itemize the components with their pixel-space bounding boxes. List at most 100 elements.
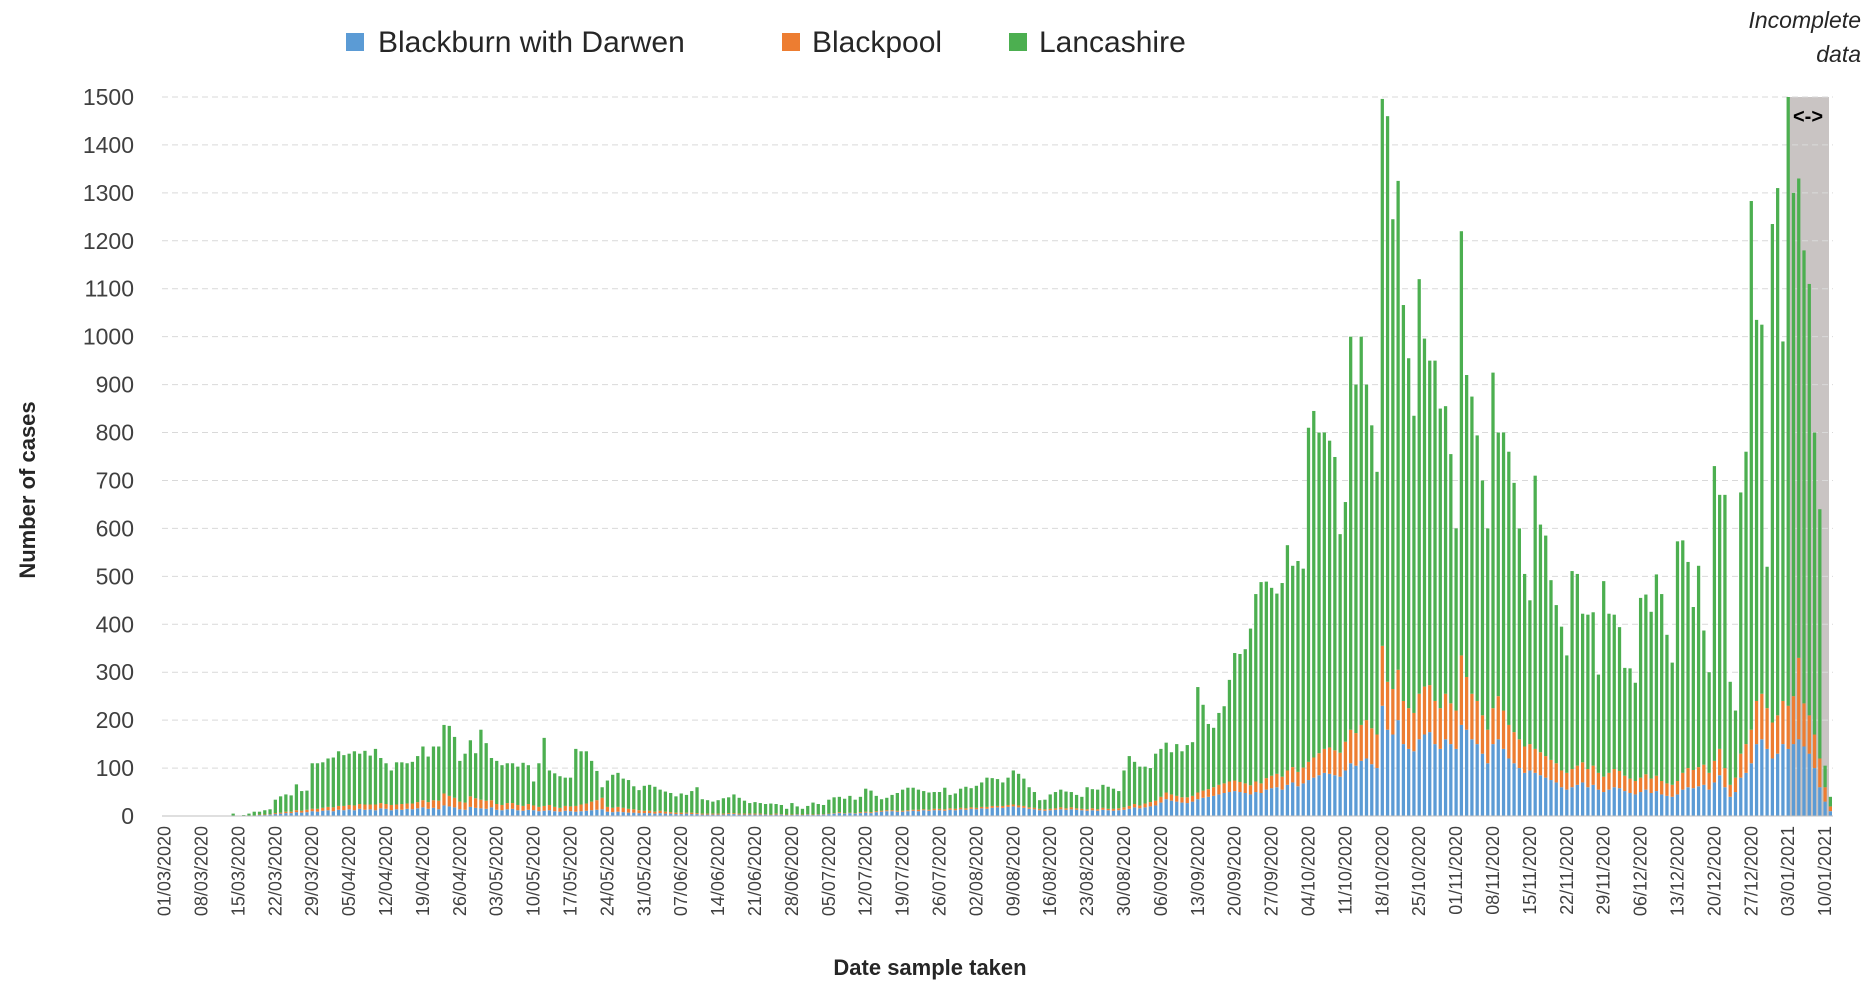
bar-segment bbox=[990, 805, 994, 808]
bar-segment bbox=[1802, 703, 1806, 747]
bar-segment bbox=[447, 795, 451, 807]
bar-segment bbox=[1459, 655, 1464, 725]
bar-segment bbox=[1317, 775, 1321, 816]
bar-segment bbox=[463, 753, 467, 803]
bar-segment bbox=[405, 763, 409, 804]
bar-segment bbox=[1670, 784, 1674, 797]
bar-segment bbox=[479, 808, 483, 816]
bar-segment bbox=[358, 804, 362, 809]
bar-segment bbox=[521, 810, 525, 816]
bar-segment bbox=[821, 814, 826, 816]
bar-segment bbox=[1349, 336, 1353, 730]
bar-segment bbox=[489, 800, 494, 808]
bar-segment bbox=[516, 810, 520, 816]
bar-segment bbox=[426, 756, 430, 803]
bar-segment bbox=[463, 809, 467, 816]
bar-segment bbox=[421, 746, 425, 801]
bar-segment bbox=[294, 810, 299, 813]
bar-segment bbox=[969, 788, 973, 808]
bar-segment bbox=[1064, 809, 1068, 816]
bar-segment bbox=[352, 805, 357, 811]
bar-segment bbox=[1222, 792, 1226, 816]
bar-segment bbox=[1111, 808, 1116, 811]
x-tick-label: 27/09/2020 bbox=[1262, 826, 1282, 916]
bar-segment bbox=[1385, 116, 1390, 682]
x-tick-label: 11/10/2020 bbox=[1335, 826, 1355, 915]
bar-segment bbox=[953, 808, 957, 811]
bar-segment bbox=[1544, 756, 1548, 778]
bar-segment bbox=[1285, 784, 1290, 816]
bar-segment bbox=[1707, 772, 1711, 790]
bar-segment bbox=[1786, 705, 1790, 749]
bar-segment bbox=[426, 802, 430, 809]
bar-segment bbox=[932, 808, 936, 811]
bar-segment bbox=[1164, 799, 1168, 816]
bar-segment bbox=[1401, 700, 1406, 745]
bar-segment bbox=[1285, 770, 1290, 785]
bar-segment bbox=[1523, 772, 1527, 816]
bar-segment bbox=[737, 814, 741, 816]
bar-segment bbox=[637, 790, 641, 811]
bar-segment bbox=[589, 801, 594, 811]
bar-segment bbox=[890, 794, 894, 811]
bar-segment bbox=[1812, 432, 1817, 735]
bar-segment bbox=[1617, 770, 1622, 789]
bar-segment bbox=[484, 743, 488, 801]
bar-segment bbox=[1343, 770, 1348, 816]
bar-segment bbox=[431, 807, 436, 816]
bar-segment bbox=[531, 805, 536, 811]
bar-segment bbox=[874, 795, 878, 812]
bar-segment bbox=[974, 807, 979, 810]
bar-segment bbox=[1254, 792, 1258, 816]
bar-segment bbox=[611, 807, 615, 813]
bar-segment bbox=[1291, 782, 1295, 816]
bar-segment bbox=[526, 809, 530, 816]
bar-segment bbox=[1739, 777, 1743, 816]
bar-segment bbox=[1675, 541, 1680, 782]
legend-label-blackpool: Blackpool bbox=[812, 26, 942, 59]
bar-segment bbox=[1127, 805, 1131, 809]
y-tick-label: 800 bbox=[96, 420, 134, 446]
bar-segment bbox=[1617, 788, 1622, 816]
bar-segment bbox=[1243, 792, 1247, 816]
bar-segment bbox=[1227, 781, 1232, 793]
bar-segment bbox=[336, 805, 341, 810]
bar-segment bbox=[553, 811, 557, 816]
bar-segment bbox=[1259, 792, 1263, 816]
x-tick-label: 22/11/2020 bbox=[1557, 826, 1577, 915]
bar-segment bbox=[389, 810, 393, 816]
bar-segment bbox=[779, 804, 784, 815]
bar-segment bbox=[684, 812, 689, 814]
bar-segment bbox=[1280, 789, 1284, 816]
bar-segment bbox=[927, 809, 931, 811]
bar-segment bbox=[1306, 761, 1311, 781]
bar-segment bbox=[906, 787, 910, 811]
bar-segment bbox=[621, 778, 625, 808]
bar-segment bbox=[1723, 768, 1727, 788]
bar-segment bbox=[1349, 763, 1353, 816]
bar-segment bbox=[384, 763, 388, 805]
bar-segment bbox=[400, 804, 404, 810]
bar-segment bbox=[1217, 712, 1221, 785]
bar-segment bbox=[1122, 807, 1126, 810]
bar-segment bbox=[1159, 748, 1163, 797]
bar-segment bbox=[1776, 753, 1780, 816]
bar-segment bbox=[916, 811, 921, 816]
bar-segment bbox=[800, 808, 805, 815]
bar-segment bbox=[1074, 809, 1079, 816]
bar-segment bbox=[874, 811, 878, 813]
bar-segment bbox=[1765, 748, 1769, 816]
bar-segment bbox=[879, 811, 884, 816]
bar-segment bbox=[853, 799, 857, 814]
bar-segment bbox=[721, 798, 726, 814]
y-tick-label: 0 bbox=[121, 803, 134, 829]
bar-segment bbox=[1607, 613, 1611, 773]
x-tick-label: 01/03/2020 bbox=[155, 826, 175, 916]
bar-segment bbox=[1022, 778, 1026, 806]
bar-segment bbox=[547, 770, 552, 805]
bar-segment bbox=[953, 793, 957, 809]
bar-segment bbox=[1233, 780, 1237, 792]
bar-segment bbox=[948, 808, 952, 810]
bar-segment bbox=[1828, 806, 1832, 812]
bar-segment bbox=[1649, 792, 1653, 816]
